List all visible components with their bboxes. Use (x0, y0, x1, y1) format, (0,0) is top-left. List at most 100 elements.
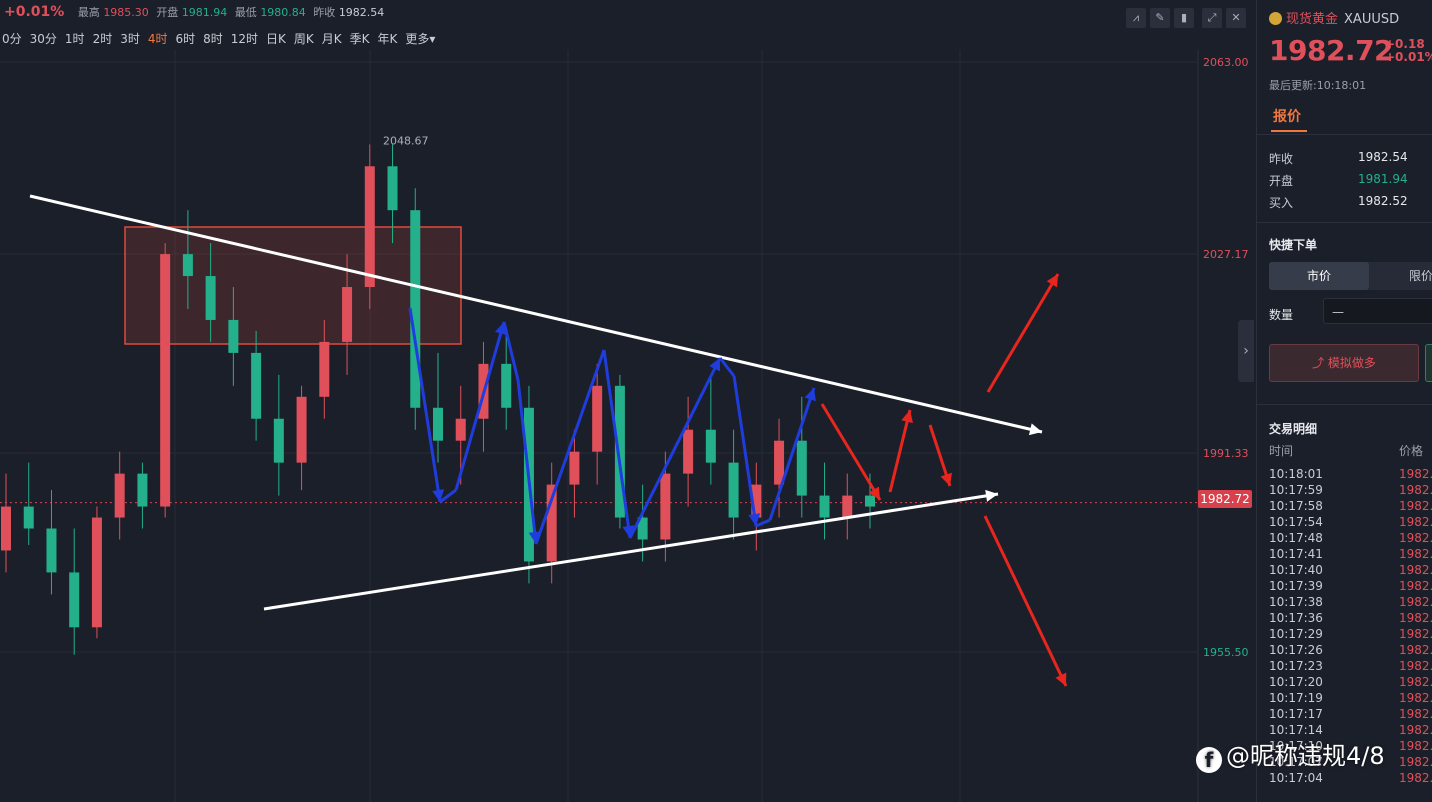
timeframe-2[interactable]: 1时 (64, 32, 85, 46)
candle-body (205, 276, 216, 320)
candle-body (865, 495, 875, 507)
open-value: 1981.94 (181, 6, 228, 19)
candle-body (387, 166, 398, 211)
timeframe-4[interactable]: 3时 (120, 32, 140, 46)
market-order-tab[interactable]: 市价 (1269, 262, 1369, 290)
candle-body (160, 254, 171, 507)
change-pct: +0.01% (1385, 50, 1432, 64)
trade-row: 10:17:41 1982.7 (1269, 546, 1432, 562)
trade-price: 1982.7 (1399, 531, 1432, 545)
blue-wave-arrow (732, 375, 758, 527)
candle-body (546, 484, 557, 562)
timeframe-5[interactable]: 4时 (147, 32, 168, 46)
instrument-symbol: XAUUSD (1344, 12, 1400, 27)
quote-panel: 现货黄金 XAUUSD 1982.72 +0.18 +0.01% 最后更新:10:… (1256, 0, 1432, 802)
trade-row: 10:17:19 1982.7 (1269, 690, 1432, 706)
collapse-panel-icon[interactable]: › (1238, 320, 1254, 382)
trade-price: 1982.7 (1399, 547, 1432, 561)
quantity-input[interactable]: — (1323, 298, 1432, 324)
trade-row: 10:17:14 1982.8 (1269, 722, 1432, 738)
chart-area[interactable]: 2048.67 +0.01% 最高 1985.30 开盘 1981.94 最低 … (0, 0, 1255, 802)
high-value: 1985.30 (103, 6, 149, 19)
quote-row: 昨收 1982.54 (1269, 150, 1429, 167)
line-tool-icon[interactable]: ⩘ (1126, 8, 1146, 28)
blue-wave-arrow (408, 307, 442, 503)
drawing-tools: ⩘ ✎ ▮ (1122, 6, 1194, 28)
white-trendline-upper-head (1028, 423, 1042, 436)
quote-row-label: 开盘 (1269, 174, 1294, 188)
trade-time: 10:17:07 (1269, 755, 1323, 769)
quote-row-value: 1982.52 (1358, 194, 1408, 208)
trade-time: 10:17:26 (1269, 643, 1323, 657)
expand-icon[interactable]: ⤢ (1202, 8, 1222, 28)
change-percent: +0.01% (4, 4, 65, 20)
red-arrow-breakout-up (986, 273, 1060, 393)
timeframe-10[interactable]: 周K (293, 32, 314, 46)
pen-tool-icon[interactable]: ✎ (1150, 8, 1170, 28)
red-arrow-down-mid-head (940, 472, 952, 486)
candle-body (660, 473, 671, 540)
timeframe-11[interactable]: 月K (321, 32, 342, 46)
candle-type-icon[interactable]: ▮ (1174, 8, 1194, 28)
limit-order-tab[interactable]: 限价 (1409, 269, 1432, 283)
candle-body (319, 341, 330, 397)
timeframe-3[interactable]: 2时 (92, 32, 113, 46)
tab-underline (1271, 130, 1307, 132)
trade-row: 10:17:48 1982.7 (1269, 530, 1432, 546)
divider (1257, 222, 1432, 223)
candle-body (23, 506, 34, 529)
blue-wave-arrow (602, 349, 632, 539)
trade-time: 10:17:58 (1269, 499, 1323, 513)
trade-price: 1982.7 (1399, 515, 1432, 529)
trade-price: 1982.7 (1399, 707, 1432, 721)
timeframe-7[interactable]: 8时 (203, 32, 223, 46)
low-value: 1980.84 (260, 6, 306, 19)
trade-time: 10:17:54 (1269, 515, 1323, 529)
trade-time: 10:17:17 (1269, 707, 1323, 721)
quote-row-label: 昨收 (1269, 152, 1294, 166)
trade-time: 10:17:38 (1269, 595, 1323, 609)
trade-row: 10:17:10 1982.8 (1269, 738, 1432, 754)
trade-row: 10:17:38 1982.6 (1269, 594, 1432, 610)
timeframe-8[interactable]: 12时 (230, 32, 259, 46)
instrument-header: 现货黄金 XAUUSD (1269, 8, 1399, 27)
timeframe-9[interactable]: 日K (266, 32, 286, 46)
trades-time-header: 时间 (1269, 444, 1294, 458)
candle-body (569, 451, 580, 485)
trade-row: 10:17:23 1982.7 (1269, 658, 1432, 674)
trade-price: 1982.7 (1399, 499, 1432, 513)
trade-price: 1982.7 (1399, 611, 1432, 625)
current-price-badge: 1982.72 (1198, 490, 1252, 508)
white-trendline-lower (263, 492, 999, 611)
timeframe-0[interactable]: 0分 (2, 32, 22, 46)
red-arrow-down-small-head (868, 486, 880, 500)
buy-long-button[interactable]: ⤴ 模拟做多 (1269, 344, 1419, 382)
red-arrow-breakdown (983, 515, 1068, 687)
watermark-text: @昵称违规4/8 (1226, 742, 1385, 770)
candle-body (410, 210, 421, 408)
order-type-toggle: 市价 限价 (1269, 262, 1432, 290)
candlestick-chart[interactable]: 2048.67 (0, 0, 1255, 802)
timeframe-13[interactable]: 年K (377, 32, 398, 46)
close-icon[interactable]: ✕ (1226, 8, 1246, 28)
candle-body (342, 287, 353, 342)
trades-list: 10:18:01 1982.7 10:17:59 1982.7 10:17:58 1982… (1269, 466, 1432, 786)
candle-body (592, 385, 603, 452)
trade-price: 1982.7 (1399, 691, 1432, 705)
red-arrow-up-small (888, 409, 912, 493)
timeframe-6[interactable]: 6时 (175, 32, 196, 46)
timeframe-1[interactable]: 30分 (29, 32, 57, 46)
trade-price: 1982.7 (1399, 563, 1432, 577)
timeframe-14[interactable]: 更多▾ (405, 32, 436, 46)
trade-time: 10:17:23 (1269, 659, 1323, 673)
blue-wave-segment (628, 517, 642, 539)
quote-row: 开盘 1981.94 (1269, 172, 1429, 189)
red-arrow-breakdown-head (1055, 672, 1067, 686)
last-price: 1982.72 (1269, 34, 1394, 67)
axis-label-3: 1991.33 (1203, 447, 1249, 460)
timeframe-12[interactable]: 季K (349, 32, 370, 46)
trade-time: 10:17:40 (1269, 563, 1323, 577)
blue-wave-segment (439, 488, 457, 504)
tab-quote[interactable]: 报价 (1273, 109, 1301, 125)
sell-short-button[interactable] (1425, 344, 1432, 382)
